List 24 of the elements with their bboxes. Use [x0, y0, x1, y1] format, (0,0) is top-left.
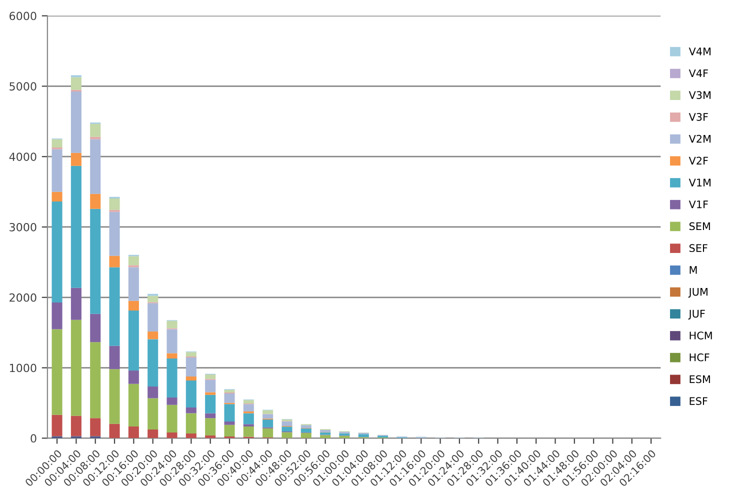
- legend-label: V3M: [688, 91, 710, 100]
- legend-label: ESM: [690, 375, 710, 384]
- y-tick-label: 0: [30, 434, 36, 443]
- legend-label: V4F: [688, 69, 708, 78]
- y-tick-label: 2000: [10, 293, 36, 302]
- legend-label: HCM: [690, 332, 712, 340]
- y-tick-label: 1000: [10, 364, 36, 372]
- legend-label: V3F: [688, 113, 708, 121]
- legend-label: HCF: [690, 353, 710, 362]
- y-tick-label: 5000: [10, 82, 36, 91]
- y-tick-label: 3000: [10, 222, 36, 232]
- legend-label: SEM: [689, 222, 710, 230]
- y-tick-label: 4000: [9, 152, 36, 161]
- legend-label: JUF: [688, 310, 705, 320]
- legend-label: V1F: [688, 200, 708, 208]
- legend-label: V1M: [688, 178, 710, 186]
- legend-label: V2M: [688, 134, 710, 143]
- legend-label: SEF: [689, 244, 708, 252]
- legend-label: M: [690, 266, 697, 274]
- legend-label: V2F: [688, 156, 708, 164]
- legend-label: ESF: [690, 397, 708, 406]
- y-tick-label: 6000: [10, 12, 36, 20]
- legend-label: JUM: [688, 288, 708, 298]
- legend-label: V4M: [688, 48, 710, 56]
